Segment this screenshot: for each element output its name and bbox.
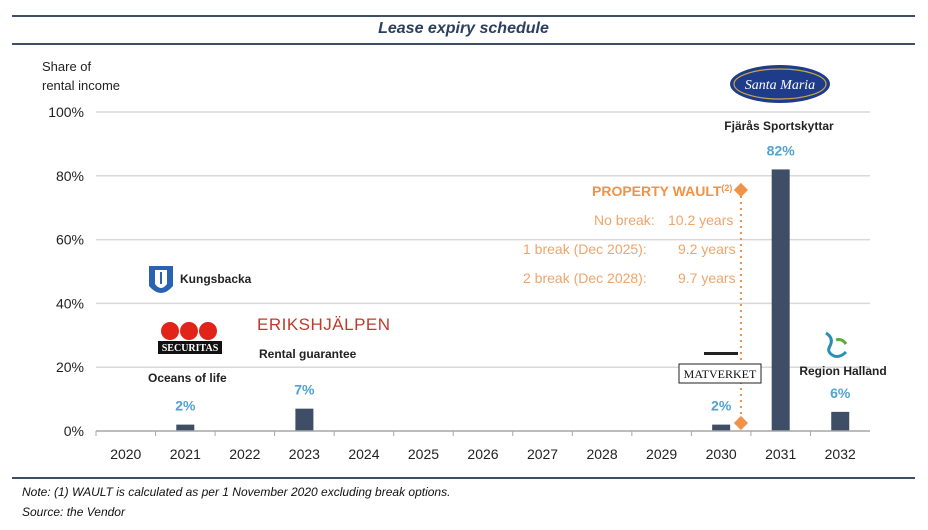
- kungsbacka-name: Kungsbacka: [180, 272, 252, 286]
- y-tick-label: 20%: [56, 359, 84, 375]
- lease-expiry-chart: 0%20%40%60%80%100% 2020 2021 2022 2023 2024 2…: [48, 65, 887, 462]
- securitas-name: SECURITAS: [162, 343, 219, 354]
- santa-maria-logo: [730, 65, 830, 103]
- chart-title: Lease expiry schedule: [378, 20, 549, 37]
- data-label-2031: 82%: [767, 142, 796, 158]
- bar-2021: [176, 424, 195, 431]
- x-tick-label: 2025: [408, 446, 439, 462]
- matverket-name: MATVERKET: [684, 367, 757, 381]
- source-note: Source: the Vendor: [22, 505, 125, 519]
- y-axis-label-line-1: Share of: [42, 59, 92, 74]
- x-tick-label: 2028: [586, 446, 617, 462]
- wault-2-break-label: 2 break (Dec 2028):: [523, 270, 647, 286]
- bars: [176, 169, 850, 432]
- wault-1-break-label: 1 break (Dec 2025):: [523, 241, 647, 257]
- wault-title-text: PROPERTY WAULT: [592, 183, 722, 199]
- footnote: Note: (1) WAULT is calculated as per 1 N…: [22, 485, 451, 499]
- kungsbacka-logo: [149, 266, 173, 293]
- y-tick-label: 100%: [48, 104, 84, 120]
- top-rule: [12, 15, 915, 17]
- x-tick-label: 2024: [348, 446, 379, 462]
- y-tick-label: 0%: [64, 423, 84, 439]
- erikshjalpen-logo: ERIKSHJÄLPEN: [257, 315, 391, 334]
- rental-guarantee-label: Rental guarantee: [259, 347, 357, 361]
- oceans-of-life-label: Oceans of life: [148, 371, 227, 385]
- wault-title-superscript: (2): [721, 183, 732, 193]
- data-label-2023: 7%: [294, 382, 315, 398]
- santa-maria-name: Santa Maria: [745, 78, 815, 93]
- x-tick-label: 2023: [289, 446, 320, 462]
- x-tick-label: 2022: [229, 446, 260, 462]
- wault-2-break-value: 9.7 years: [678, 270, 736, 286]
- x-tick-label: 2032: [825, 446, 856, 462]
- x-tick-label: 2030: [706, 446, 737, 462]
- x-tick-label: 2026: [467, 446, 498, 462]
- wault-title: PROPERTY WAULT(2): [592, 183, 732, 199]
- bar-2023: [295, 408, 314, 431]
- fjaras-sportskyttar-label: Fjärås Sportskyttar: [724, 119, 834, 133]
- y-tick-label: 60%: [56, 232, 84, 248]
- y-tick-label: 80%: [56, 168, 84, 184]
- y-axis-label: Share of rental income: [42, 57, 120, 95]
- wault-no-break-value: 10.2 years: [668, 212, 733, 228]
- wault-diamond-bottom: [733, 415, 748, 431]
- x-tick-label: 2029: [646, 446, 677, 462]
- bar-2030: [712, 424, 731, 431]
- y-axis-label-line-2: rental income: [42, 78, 121, 93]
- x-tick-label: 2021: [170, 446, 201, 462]
- bar-2031: [771, 169, 790, 432]
- region-halland-label: Region Halland: [799, 364, 886, 378]
- x-tick-labels: 2020 2021 2022 2023 2024 2025 2026 2027 2028 2029…: [95, 431, 856, 462]
- data-label-2021: 2%: [175, 398, 196, 414]
- region-halland-logo: [825, 331, 848, 358]
- data-labels: 2% 7% 2% 82% 6%: [175, 142, 851, 413]
- data-label-2032: 6%: [830, 385, 851, 401]
- bottom-rule: [12, 477, 915, 479]
- x-tick-label: 2020: [110, 446, 141, 462]
- wault-no-break-label: No break:: [594, 212, 655, 228]
- y-tick-label: 40%: [56, 295, 84, 311]
- wault-1-break-value: 9.2 years: [678, 241, 736, 257]
- x-tick-label: 2027: [527, 446, 558, 462]
- matverket-logo: [678, 352, 762, 384]
- data-label-2030: 2%: [711, 398, 732, 414]
- y-tick-labels: 0% 20% 40% 60% 80% 100%: [48, 104, 84, 439]
- securitas-logo: [158, 322, 222, 354]
- x-tick-label: 2031: [765, 446, 796, 462]
- bar-2032: [831, 411, 850, 431]
- title-rule: [12, 43, 915, 45]
- wault-diamond-top: [733, 182, 748, 198]
